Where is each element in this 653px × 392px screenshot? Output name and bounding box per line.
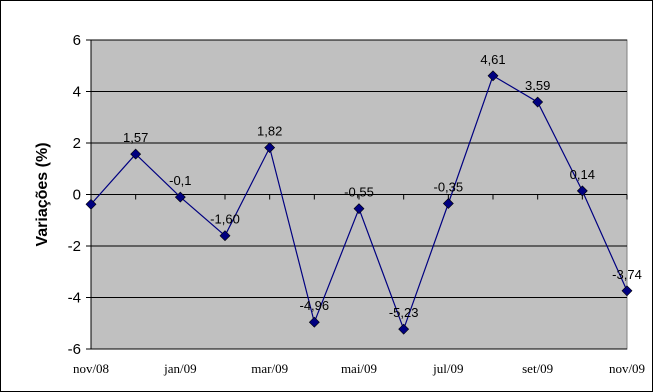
data-point <box>621 285 633 297</box>
data-label: 0,14 <box>570 167 595 182</box>
y-axis-title: Variações (%) <box>34 142 51 246</box>
data-point <box>308 316 320 328</box>
data-label: 3,59 <box>525 78 550 93</box>
x-tick-label: set/09 <box>522 361 553 376</box>
data-label: -0,1 <box>169 173 191 188</box>
y-tick-label: -2 <box>68 238 81 255</box>
data-label: 4,61 <box>480 52 505 67</box>
data-label: 1,82 <box>257 124 282 139</box>
data-label: -3,74 <box>612 267 642 282</box>
data-point <box>487 70 499 82</box>
data-point <box>398 323 410 335</box>
x-tick-label: nov/09 <box>609 361 645 376</box>
y-tick-label: 2 <box>73 135 81 152</box>
data-point <box>85 198 97 210</box>
y-tick-label: -4 <box>68 290 81 307</box>
x-tick-label: nov/08 <box>73 361 109 376</box>
data-label: -0,35 <box>434 180 464 195</box>
data-label: -4,96 <box>300 298 330 313</box>
x-tick-label: jul/09 <box>432 361 463 376</box>
data-point <box>532 96 544 108</box>
x-tick-label: mar/09 <box>251 361 288 376</box>
data-point <box>219 230 231 242</box>
data-label: -1,60 <box>210 212 240 227</box>
data-point <box>576 185 588 197</box>
data-label: 1,57 <box>123 130 148 145</box>
data-point <box>174 191 186 203</box>
y-tick-label: 0 <box>73 187 81 204</box>
y-tick-label: 4 <box>73 84 81 101</box>
x-tick-label: jan/09 <box>163 361 197 376</box>
data-point <box>264 142 276 154</box>
y-tick-label: 6 <box>73 32 81 49</box>
x-tick-label: mai/09 <box>341 361 377 376</box>
data-point <box>442 198 454 209</box>
data-point <box>130 148 142 160</box>
y-tick-label: -6 <box>68 341 81 358</box>
data-point <box>353 203 365 215</box>
data-label: -0,55 <box>344 185 374 200</box>
data-label: -5,23 <box>389 305 419 320</box>
